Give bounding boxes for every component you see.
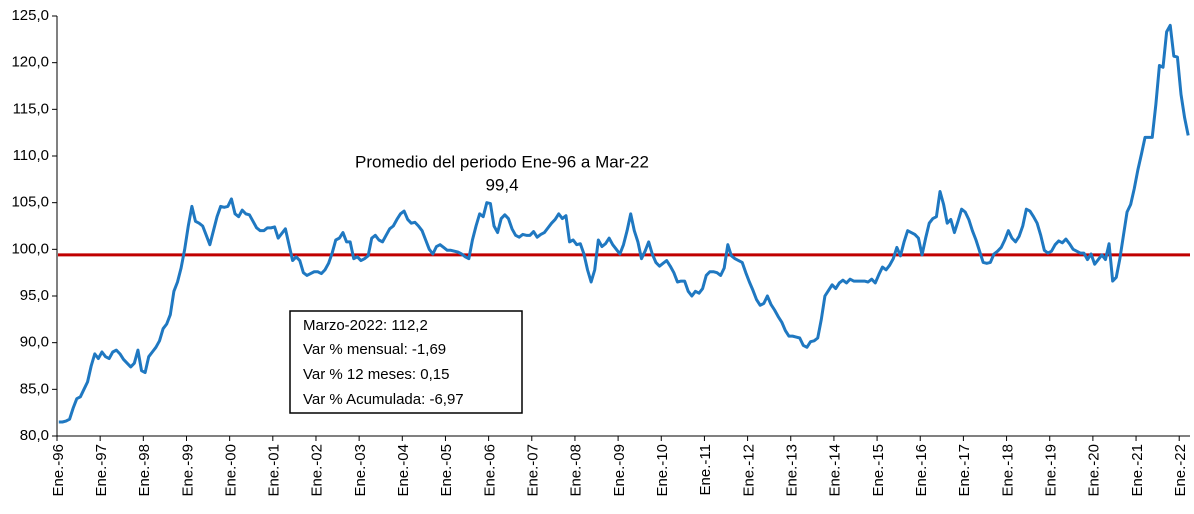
info-line: Var % 12 meses: 0,15 <box>303 366 449 383</box>
x-tick-label: Ene.-21 <box>1129 444 1146 497</box>
average-title: Promedio del periodo Ene-96 a Mar-22 <box>355 152 649 171</box>
x-tick-label: Ene.-18 <box>999 444 1016 497</box>
x-tick-label: Ene.-19 <box>1042 444 1059 497</box>
y-tick-label: 120,0 <box>11 54 49 71</box>
x-tick-label: Ene.-97 <box>93 444 110 497</box>
x-tick-label: Ene.-13 <box>784 444 801 497</box>
x-tick-label: Ene.-15 <box>870 444 887 497</box>
info-line: Var % Acumulada: -6,97 <box>303 391 464 408</box>
y-tick-label: 110,0 <box>13 147 49 164</box>
x-tick-label: Ene.-02 <box>309 444 326 497</box>
average-label: 99,4 <box>485 175 518 194</box>
x-tick-label: Ene.-06 <box>481 444 498 497</box>
info-line: Var % mensual: -1,69 <box>303 341 446 358</box>
x-tick-label: Ene.-01 <box>266 444 283 497</box>
x-tick-label: Ene.-96 <box>50 444 67 497</box>
x-tick-label: Ene.-16 <box>913 444 930 497</box>
y-tick-label: 80,0 <box>20 427 49 444</box>
y-tick-label: 125,0 <box>11 7 49 24</box>
info-box <box>289 310 523 414</box>
y-tick-label: 100,0 <box>11 240 49 257</box>
x-tick-label: Ene.-11 <box>697 444 714 495</box>
x-tick-label: Ene.-22 <box>1172 444 1189 497</box>
line-series <box>58 23 1190 424</box>
y-tick-label: 95,0 <box>20 287 49 304</box>
x-tick-label: Ene.-05 <box>438 444 455 497</box>
x-tick-label: Ene.-03 <box>352 444 369 497</box>
x-tick-label: Ene.-14 <box>827 444 844 497</box>
y-tick-label: 90,0 <box>20 334 49 351</box>
x-tick-label: Ene.-08 <box>568 444 585 497</box>
x-tick-label: Ene.-20 <box>1086 444 1103 497</box>
x-tick-label: Ene.-12 <box>740 444 757 497</box>
x-tick-label: Ene.-09 <box>611 444 628 497</box>
x-tick-label: Ene.-98 <box>136 444 153 497</box>
info-line: Marzo-2022: 112,2 <box>303 317 428 334</box>
x-tick-label: Ene.-10 <box>654 444 671 497</box>
x-tick-label: Ene.-07 <box>525 444 542 497</box>
y-tick-label: 105,0 <box>11 194 49 211</box>
x-tick-label: Ene.-99 <box>179 444 196 497</box>
x-tick-label: Ene.-04 <box>395 444 412 497</box>
x-tick-label: Ene.-00 <box>222 444 239 497</box>
x-tick-label: Ene.-17 <box>956 444 973 497</box>
y-tick-label: 115,0 <box>13 100 49 117</box>
y-tick-label: 85,0 <box>20 380 49 397</box>
